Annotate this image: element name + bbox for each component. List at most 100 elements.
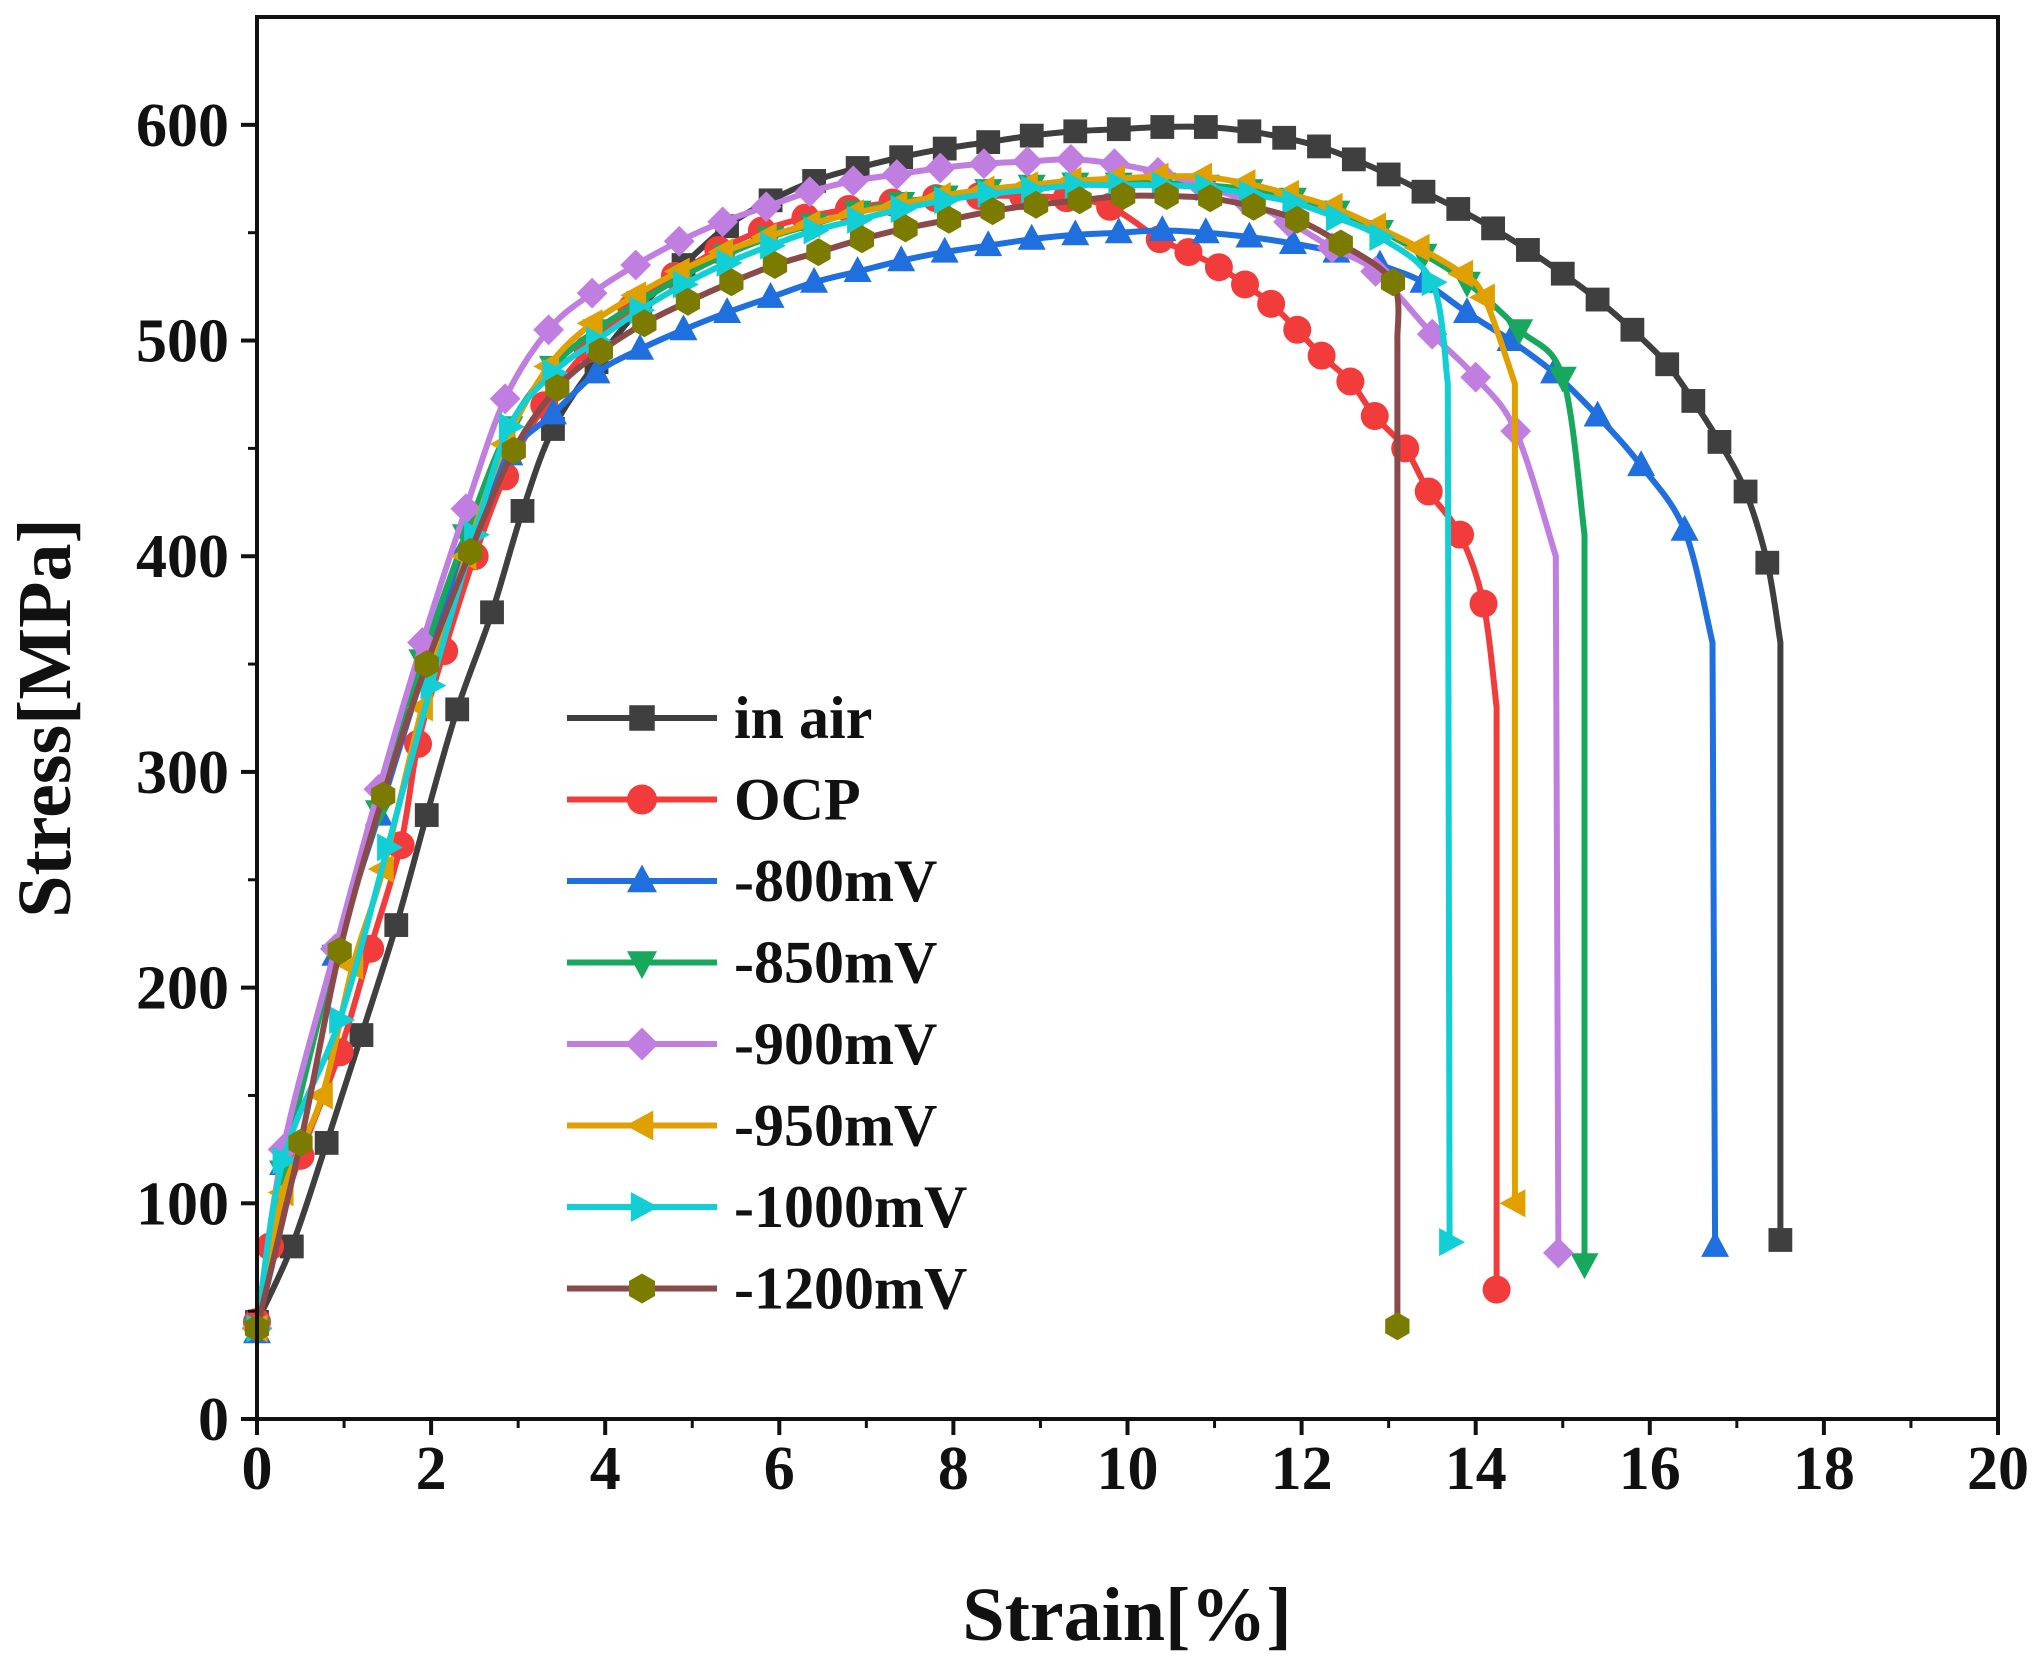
legend-item: -950mV [567, 1093, 937, 1159]
x-tick-label: 10 [1097, 1435, 1159, 1503]
data-point-square [1768, 1228, 1793, 1252]
legend-label: -900mV [734, 1011, 937, 1077]
data-point-square [1376, 162, 1401, 187]
series--950mV [241, 162, 1526, 1343]
data-point-hexagon [1328, 229, 1353, 258]
data-point-hexagon [849, 225, 875, 254]
data-point-hexagon [327, 936, 352, 965]
data-point-hexagon [501, 436, 526, 465]
data-point-triangle-right [498, 412, 525, 441]
legend-label: -1200mV [734, 1256, 967, 1322]
y-tick-label: 300 [136, 739, 229, 807]
x-tick-label: 16 [1619, 1435, 1681, 1503]
data-point-diamond [837, 165, 869, 197]
data-point-diamond [794, 176, 826, 208]
data-point-triangle-right [329, 1006, 356, 1034]
data-point-triangle-up [1061, 219, 1090, 246]
data-point-triangle-up [756, 282, 785, 308]
data-point-triangle-up [627, 864, 657, 893]
data-point-triangle-up [1627, 450, 1656, 477]
data-point-hexagon [980, 197, 1005, 226]
data-point-circle [1307, 341, 1336, 370]
data-point-triangle-up [1453, 297, 1481, 323]
data-point-triangle-left [576, 309, 603, 338]
data-point-triangle-right [1325, 203, 1352, 232]
data-point-diamond [625, 1027, 659, 1061]
data-point-square [1707, 430, 1732, 454]
data-point-hexagon [1285, 205, 1310, 234]
data-point-hexagon [1067, 186, 1092, 215]
data-point-hexagon [675, 287, 700, 316]
data-point-triangle-right [1369, 223, 1396, 251]
data-point-triangle-up [582, 357, 611, 384]
data-point-circle [1469, 589, 1498, 618]
data-point-triangle-right [420, 671, 447, 700]
data-point-circle [1482, 1275, 1511, 1304]
data-point-triangle-right [673, 270, 699, 299]
data-point-square [1516, 238, 1540, 262]
data-point-hexagon [893, 214, 918, 243]
data-point-square [414, 803, 439, 827]
data-point-circle [1446, 520, 1475, 549]
data-point-diamond [1099, 148, 1130, 180]
data-point-triangle-right [1421, 268, 1448, 297]
data-point-triangle-right [1439, 1228, 1465, 1257]
legend-label: -950mV [734, 1093, 937, 1159]
data-point-triangle-right [1282, 188, 1309, 217]
data-point-square [1733, 479, 1758, 504]
data-point-square [629, 705, 655, 731]
data-point-hexagon [936, 205, 962, 234]
legend-item: -800mV [567, 848, 937, 914]
data-point-triangle-left [306, 1081, 333, 1110]
y-tick-label: 100 [136, 1170, 229, 1238]
data-point-square [279, 1234, 304, 1259]
legend-item: -1200mV [567, 1256, 967, 1322]
x-tick-label: 4 [590, 1435, 621, 1503]
data-point-triangle-right [890, 195, 917, 223]
data-point-triangle-right [847, 205, 873, 234]
data-point-triangle-left [1403, 233, 1430, 262]
data-point-triangle-up [1191, 217, 1220, 244]
data-point-square [1307, 134, 1331, 159]
data-point-diamond [489, 383, 521, 415]
data-point-diamond [576, 277, 608, 309]
data-point-triangle-right [760, 231, 786, 260]
data-point-diamond [707, 206, 739, 238]
data-point-triangle-right [934, 186, 961, 215]
data-point-hexagon [632, 309, 657, 338]
data-point-square [1585, 287, 1610, 312]
data-point-hexagon [588, 337, 613, 366]
data-point-diamond [1416, 318, 1448, 350]
legend-item: -1000mV [567, 1174, 967, 1240]
x-tick-label: 0 [242, 1435, 273, 1503]
data-point-hexagon [1154, 182, 1179, 210]
series-layer [241, 115, 1793, 1344]
legend: in air OCP -800mV -850mV -900mV -950mV -1000mV… [567, 685, 967, 1322]
data-point-triangle-up [800, 266, 829, 293]
data-point-square [1681, 389, 1706, 413]
data-point-square [1193, 115, 1218, 139]
data-point-circle [1336, 367, 1365, 396]
data-point-square [1655, 352, 1680, 377]
data-point-hexagon [762, 251, 788, 279]
legend-label: OCP [734, 767, 861, 833]
data-point-circle [1231, 270, 1260, 299]
data-point-hexagon [806, 238, 831, 267]
y-tick-label: 500 [136, 308, 229, 376]
data-point-square [1272, 125, 1297, 150]
data-point-triangle-left [1469, 283, 1495, 312]
legend-label: -850mV [734, 930, 937, 996]
data-point-triangle-up [1670, 514, 1699, 541]
data-point-square [480, 600, 504, 625]
data-point-square [976, 130, 1001, 155]
data-point-hexagon [1024, 190, 1049, 219]
data-point-circle [1414, 477, 1443, 506]
data-point-square [349, 1023, 374, 1047]
data-point-triangle-down [1505, 319, 1534, 346]
series--900mV [241, 144, 1574, 1344]
data-point-diamond [663, 225, 695, 257]
data-point-diamond [881, 159, 913, 190]
data-point-square [314, 1131, 339, 1155]
